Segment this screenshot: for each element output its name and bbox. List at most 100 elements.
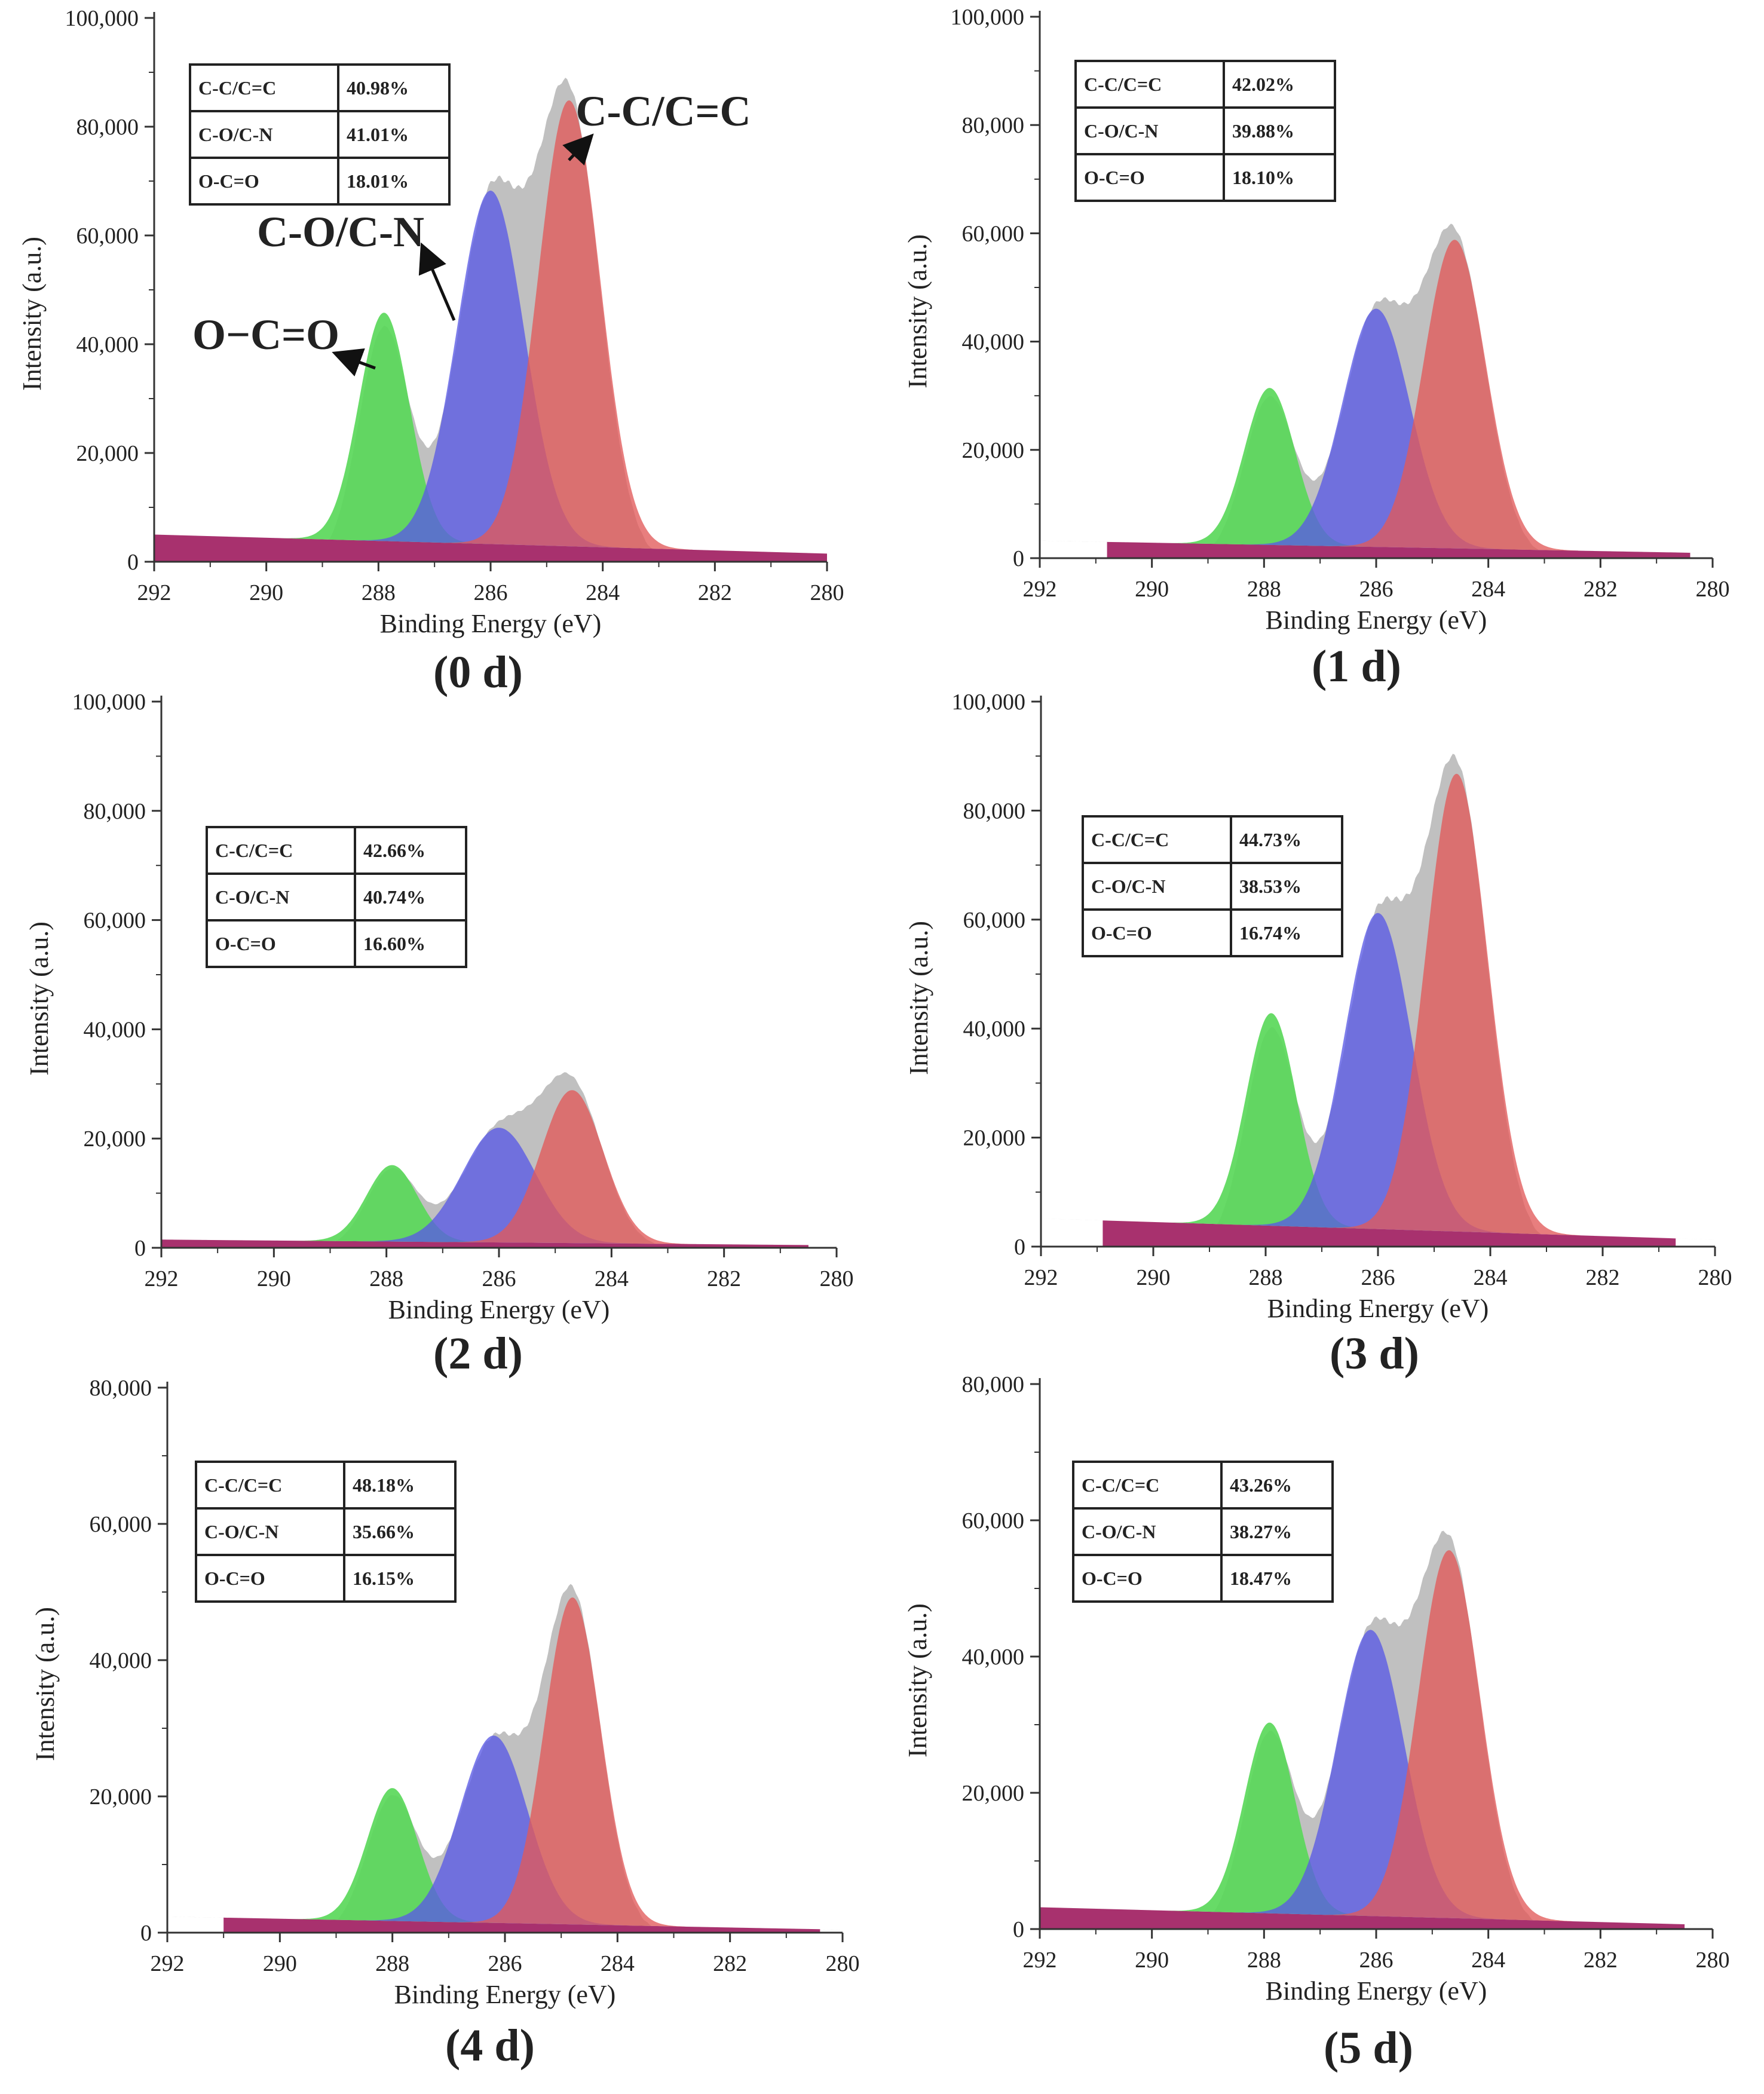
x-tick-label: 290 (263, 1951, 297, 1976)
annotation-arrow (562, 133, 594, 166)
component-table: C-C/C=C 48.18% C-O/C-N 35.66% O-C=O 16.15% (195, 1461, 457, 1603)
table-value-o-c-o: 16.15% (353, 1568, 415, 1589)
y-tick-label: 20,000 (962, 438, 1025, 463)
table-label-c-o-c-n: C-O/C-N (198, 124, 272, 145)
y-tick-label: 0 (1013, 1917, 1024, 1942)
x-tick-label: 292 (145, 1266, 179, 1291)
x-tick-label: 292 (1023, 1948, 1057, 1973)
table-value-c-c-c-c: 48.18% (353, 1474, 415, 1496)
component-table: C-C/C=C 44.73% C-O/C-N 38.53% O-C=O 16.74% (1082, 815, 1343, 957)
y-tick-label: 60,000 (76, 224, 139, 249)
table-label-o-c-o: O-C=O (1082, 1568, 1143, 1589)
y-tick-label: 20,000 (963, 1126, 1026, 1151)
table-label-c-c-c-c: C-C/C=C (215, 840, 293, 861)
y-tick-label: 60,000 (962, 1508, 1025, 1533)
y-tick-label: 20,000 (962, 1781, 1025, 1806)
x-tick-label: 286 (1359, 577, 1394, 602)
y-axis-title: Intensity (a.u.) (24, 922, 54, 1076)
x-tick-label: 290 (257, 1266, 291, 1291)
x-tick-label: 282 (698, 580, 732, 605)
y-tick-label: 100,000 (72, 690, 146, 715)
y-tick-label: 80,000 (963, 798, 1026, 823)
y-tick-label: 20,000 (76, 441, 139, 466)
y-tick-label: 0 (1014, 1235, 1025, 1260)
component-table: C-C/C=C 42.02% C-O/C-N 39.88% O-C=O 18.10% (1074, 60, 1336, 202)
table-label-c-o-c-n: C-O/C-N (1091, 875, 1165, 897)
table-label-c-c-c-c: C-C/C=C (1091, 829, 1169, 850)
peak-o-c-o (291, 1788, 494, 1923)
background-band (223, 1917, 820, 1933)
peak-c-c-c-c (1331, 240, 1578, 551)
table-value-c-c-c-c: 42.66% (363, 840, 425, 861)
peak-c-c-c-c (448, 1090, 696, 1244)
peak-c-c-c-c (1325, 1550, 1573, 1922)
table-label-o-c-o: O-C=O (204, 1568, 265, 1589)
peak-c-c-c-c (1333, 773, 1581, 1236)
x-tick-label: 284 (1471, 577, 1505, 602)
x-tick-label: 288 (1247, 577, 1281, 602)
x-axis-title: Binding Energy (eV) (1266, 1976, 1487, 2006)
y-tick-label: 80,000 (962, 113, 1025, 138)
y-tick-label: 60,000 (962, 221, 1025, 246)
y-tick-label: 100,000 (952, 690, 1026, 715)
chart-panel-1: 292 290 288 286 284 282 280 0 20,000 40,000 60,000… (903, 5, 1730, 691)
annotation-arrow (418, 242, 456, 321)
y-tick-label: 100,000 (951, 5, 1025, 30)
chart-panel-5: 292 290 288 286 284 282 280 0 20,000 40,000 60,000… (903, 1372, 1730, 2073)
y-axis-title: Intensity (a.u.) (903, 1603, 932, 1758)
x-tick-label: 286 (1359, 1948, 1394, 1973)
panel-label: (3 d) (1330, 1328, 1419, 1379)
x-tick-label: 292 (1023, 577, 1057, 602)
y-tick-label: 0 (1013, 546, 1024, 571)
chart-panel-4: 292 290 288 286 284 282 280 0 20,000 40,000 60,000… (30, 1376, 860, 2071)
table-value-o-c-o: 18.47% (1230, 1568, 1292, 1589)
peak-c-o-c-n (353, 1128, 645, 1244)
x-axis-title: Binding Energy (eV) (1266, 605, 1487, 635)
table-frame (195, 1461, 457, 1603)
peak-c-c-c-c (460, 1597, 685, 1927)
x-tick-label: 286 (474, 580, 508, 605)
x-tick-label: 280 (1696, 1948, 1730, 1973)
table-frame (206, 826, 467, 968)
x-axis-title: Binding Energy (eV) (1267, 1294, 1489, 1323)
x-tick-label: 292 (137, 580, 172, 605)
y-tick-label: 40,000 (84, 1017, 146, 1042)
x-tick-label: 286 (488, 1951, 522, 1976)
background-band (1102, 1220, 1676, 1247)
panel-label: (0 d) (433, 647, 523, 697)
table-value-c-o-c-n: 35.66% (353, 1521, 415, 1542)
table-label-o-c-o: O-C=O (215, 933, 276, 954)
component-table: C-C/C=C 43.26% C-O/C-N 38.27% O-C=O 18.47% (1072, 1461, 1334, 1603)
table-value-c-o-c-n: 41.01% (347, 124, 409, 145)
y-tick-label: 100,000 (65, 6, 139, 31)
chart-panel-2: 292 290 288 286 284 282 280 0 20,000 40,000 60,000… (24, 690, 854, 1379)
background-band (1107, 541, 1690, 558)
table-label-c-o-c-n: C-O/C-N (1084, 120, 1158, 142)
y-tick-label: 20,000 (84, 1126, 146, 1152)
y-axis-title: Intensity (a.u.) (903, 234, 932, 388)
y-tick-label: 40,000 (962, 330, 1025, 355)
table-value-c-o-c-n: 38.53% (1239, 875, 1301, 897)
y-tick-label: 60,000 (90, 1512, 152, 1537)
table-value-c-c-c-c: 42.02% (1232, 74, 1294, 95)
x-axis-title: Binding Energy (eV) (394, 1980, 616, 2009)
chart-panel-0: 292 290 288 286 284 282 280 0 20,000 40,000 60,000… (17, 6, 844, 697)
table-label-c-o-c-n: C-O/C-N (1082, 1521, 1156, 1542)
table-label-c-c-c-c: C-C/C=C (1082, 1474, 1159, 1496)
x-tick-label: 282 (1586, 1265, 1620, 1290)
x-axis-title: Binding Energy (eV) (388, 1295, 610, 1324)
x-tick-label: 292 (1024, 1265, 1058, 1290)
y-tick-label: 40,000 (76, 332, 139, 357)
panel-label: (5 d) (1324, 2023, 1413, 2073)
y-tick-label: 40,000 (962, 1645, 1025, 1670)
x-tick-label: 284 (595, 1266, 629, 1291)
table-frame (1072, 1461, 1334, 1603)
y-tick-label: 0 (127, 550, 139, 575)
x-tick-label: 290 (1135, 577, 1169, 602)
x-tick-label: 290 (1135, 1948, 1169, 1973)
table-value-o-c-o: 16.74% (1239, 922, 1301, 944)
y-tick-label: 40,000 (90, 1648, 152, 1673)
x-tick-label: 280 (810, 580, 844, 605)
x-tick-label: 284 (601, 1951, 635, 1976)
y-tick-label: 60,000 (84, 908, 146, 933)
